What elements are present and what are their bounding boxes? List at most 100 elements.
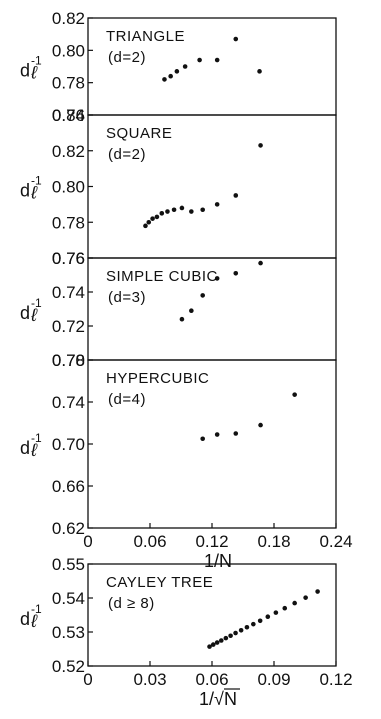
data-point: [238, 628, 244, 633]
data-point: [258, 260, 263, 266]
data-point: [207, 644, 212, 649]
data-point: [182, 64, 188, 69]
data-point: [179, 205, 185, 211]
data-point: [150, 216, 155, 221]
panel-label: CAYLEY TREE: [106, 574, 213, 591]
svg-text:ℓ: ℓ: [30, 440, 38, 460]
y-tick-label: 0.76: [52, 106, 85, 125]
y-axis-label: dℓ-1d_l^-1: [20, 296, 42, 325]
data-point: [233, 36, 239, 42]
data-point: [251, 621, 256, 627]
data-point: [200, 293, 205, 298]
x-tick-label: 0.12: [319, 670, 352, 689]
y-tick-label: 0.72: [52, 317, 85, 336]
y-axis-label: dℓ-1d_l^-1: [20, 54, 42, 83]
y-tick-label: 0.84: [52, 106, 85, 125]
x-tick-label: 0: [83, 670, 92, 689]
data-point: [233, 431, 239, 436]
data-point: [159, 211, 165, 216]
data-point: [244, 624, 250, 630]
data-point: [143, 223, 148, 229]
x-tick-label: 0.24: [319, 532, 352, 551]
y-tick-label: 0.76: [52, 249, 85, 268]
data-point: [210, 642, 216, 647]
y-tick-label: 0.54: [52, 589, 85, 608]
svg-text:ℓ: ℓ: [30, 611, 38, 631]
data-point: [171, 207, 177, 213]
data-point: [214, 276, 220, 281]
panel-label: TRIANGLE: [106, 28, 185, 45]
x-axis-label: 1/N: [204, 551, 232, 571]
y-tick-label: 0.78: [52, 74, 85, 93]
svg-text:d: d: [20, 303, 30, 323]
y-tick-label: 0.62: [52, 519, 85, 538]
data-point: [168, 73, 173, 79]
data-point: [189, 209, 194, 214]
panel-sublabel: (d=2): [108, 146, 146, 163]
panel-sublabel: (d=3): [108, 289, 146, 306]
data-point: [315, 589, 320, 594]
y-tick-label: 0.78: [52, 351, 85, 370]
svg-text:d: d: [20, 609, 30, 629]
svg-text:-1: -1: [31, 174, 42, 188]
x-tick-label: 0.18: [257, 532, 290, 551]
data-point: [265, 614, 271, 619]
y-tick-label: 0.53: [52, 623, 85, 642]
svg-text:-1: -1: [31, 431, 42, 445]
data-point: [165, 209, 170, 214]
panel-sublabel: (d ≥ 8): [108, 595, 155, 612]
data-point: [233, 271, 239, 276]
data-point: [154, 214, 160, 220]
data-point: [273, 610, 279, 615]
y-tick-label: 0.74: [52, 393, 85, 412]
svg-text:-1: -1: [31, 54, 42, 68]
data-point: [200, 436, 205, 442]
svg-text:-1: -1: [31, 296, 42, 310]
data-point: [303, 595, 308, 600]
data-point: [214, 57, 220, 63]
data-point: [228, 633, 233, 639]
y-tick-label: 0.82: [52, 9, 85, 28]
data-point: [174, 69, 180, 74]
y-axis-label: dℓ-1d_l^-1: [20, 602, 42, 631]
data-point: [292, 600, 297, 606]
y-tick-label: 0.80: [52, 41, 85, 60]
svg-text:ℓ: ℓ: [30, 63, 38, 83]
data-point: [179, 316, 185, 322]
panel-label: SQUARE: [106, 125, 172, 142]
x-tick-label: 0: [83, 532, 92, 551]
data-point: [162, 77, 167, 82]
y-tick-label: 0.76: [52, 249, 85, 268]
y-axis-label: dℓ-1d_l^-1: [20, 431, 42, 460]
data-point: [233, 193, 239, 198]
data-point: [258, 422, 263, 428]
panel-4: 0.78 0.74 0.70 0.66 0.62 HYPERCUBIC (d=4) dℓ-1d…: [20, 351, 353, 571]
y-tick-label: 0.80: [52, 178, 85, 197]
data-point: [214, 432, 220, 437]
panel-sublabel: (d=4): [108, 391, 146, 408]
svg-text:ℓ: ℓ: [30, 183, 38, 203]
x-tick-label: 0.06: [133, 532, 166, 551]
svg-text:ℓ: ℓ: [30, 305, 38, 325]
x-tick-label: 0.12: [195, 532, 228, 551]
y-tick-label: 0.78: [52, 213, 85, 232]
data-point: [146, 219, 152, 225]
data-point: [282, 605, 288, 611]
data-point: [223, 635, 229, 641]
y-tick-label: 0.52: [52, 657, 85, 676]
y-tick-label: 0.74: [52, 283, 85, 302]
data-point: [219, 638, 224, 643]
x-tick-label: 0.03: [133, 670, 166, 689]
svg-text:-1: -1: [31, 602, 42, 616]
panel-3: 0.76 0.74 0.72 0.70 SIMPLE CUBIC (d=3) dℓ-1d_l…: [20, 249, 337, 370]
y-tick-label: 0.82: [52, 142, 85, 161]
x-tick-label: 0.06: [195, 670, 228, 689]
data-point: [233, 630, 238, 636]
x-tick-label: 0.09: [257, 670, 290, 689]
panel-label: HYPERCUBIC: [106, 370, 209, 387]
y-tick-label: 0.70: [52, 435, 85, 454]
x-axis-label: 1/√N: [199, 689, 237, 709]
data-point: [197, 57, 202, 63]
data-point: [214, 640, 220, 645]
